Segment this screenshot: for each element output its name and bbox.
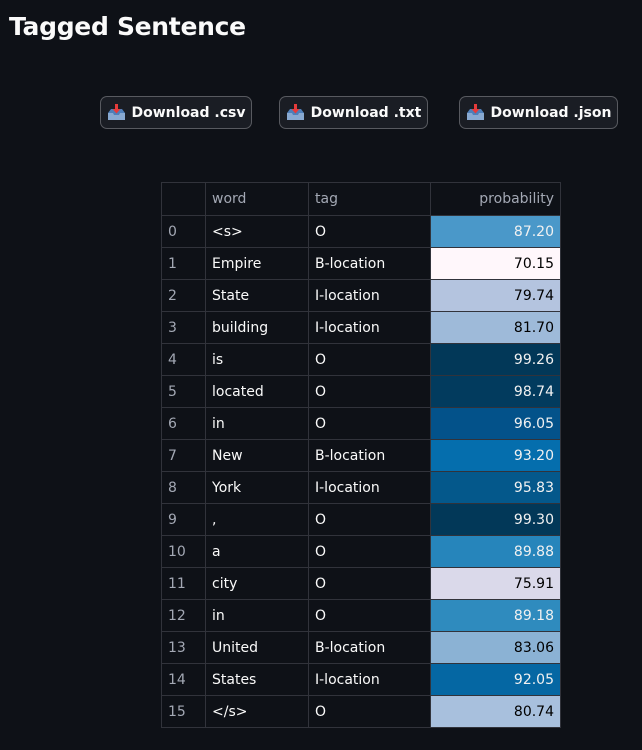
- download-txt-label: Download .txt: [310, 104, 422, 121]
- probability-cell[interactable]: 89.18: [430, 599, 561, 632]
- word-cell[interactable]: United: [205, 631, 309, 664]
- column-header-tag[interactable]: tag: [308, 182, 431, 216]
- tag-cell[interactable]: O: [308, 503, 431, 536]
- probability-cell[interactable]: 95.83: [430, 471, 561, 504]
- download-json-label: Download .json: [490, 104, 612, 121]
- tag-cell[interactable]: O: [308, 695, 431, 728]
- probability-cell[interactable]: 99.26: [430, 343, 561, 376]
- tag-cell[interactable]: B-location: [308, 631, 431, 664]
- table-row: 11 city O 75.91: [161, 567, 561, 600]
- download-csv-button[interactable]: Download .csv: [100, 96, 252, 129]
- table-body: 0 <s> O 87.20 1 Empire B-location 70.15 2 State I-…: [161, 215, 561, 728]
- probability-cell[interactable]: 79.74: [430, 279, 561, 312]
- table-row: 10 a O 89.88: [161, 535, 561, 568]
- row-index-cell[interactable]: 2: [161, 279, 206, 312]
- probability-cell[interactable]: 75.91: [430, 567, 561, 600]
- tag-cell[interactable]: B-location: [308, 439, 431, 472]
- table-row: 8 York I-location 95.83: [161, 471, 561, 504]
- download-json-button[interactable]: Download .json: [459, 96, 618, 129]
- table-row: 2 State I-location 79.74: [161, 279, 561, 312]
- probability-cell[interactable]: 96.05: [430, 407, 561, 440]
- table-row: 7 New B-location 93.20: [161, 439, 561, 472]
- table-row: 12 in O 89.18: [161, 599, 561, 632]
- row-index-cell[interactable]: 4: [161, 343, 206, 376]
- table-row: 9, O 99.30: [161, 503, 561, 536]
- probability-cell[interactable]: 87.20: [430, 215, 561, 248]
- tag-cell[interactable]: O: [308, 375, 431, 408]
- row-index-cell[interactable]: 12: [161, 599, 206, 632]
- probability-cell[interactable]: 98.74: [430, 375, 561, 408]
- row-index-cell[interactable]: 10: [161, 535, 206, 568]
- tagged-sentence-table[interactable]: word tag probability 0 <s> O 87.20 1 Empire B-…: [161, 182, 561, 728]
- probability-cell[interactable]: 81.70: [430, 311, 561, 344]
- table-row: 4 is O 99.26: [161, 343, 561, 376]
- inbox-tray-icon: [286, 104, 305, 121]
- table-header-row: word tag probability: [161, 182, 561, 216]
- column-header-word[interactable]: word: [205, 182, 309, 216]
- tag-cell[interactable]: O: [308, 599, 431, 632]
- table-row: 5 located O 98.74: [161, 375, 561, 408]
- tag-cell[interactable]: O: [308, 215, 431, 248]
- word-cell[interactable]: in: [205, 407, 309, 440]
- tag-cell[interactable]: I-location: [308, 311, 431, 344]
- row-index-cell[interactable]: 15: [161, 695, 206, 728]
- table-row: 6 in O 96.05: [161, 407, 561, 440]
- row-index-cell[interactable]: 1: [161, 247, 206, 280]
- table-row: 15 </s> O 80.74: [161, 695, 561, 728]
- column-header-index[interactable]: [161, 182, 206, 216]
- probability-cell[interactable]: 92.05: [430, 663, 561, 696]
- word-cell[interactable]: ,: [205, 503, 309, 536]
- table-row: 14 States I-location 92.05: [161, 663, 561, 696]
- row-index-cell[interactable]: 3: [161, 311, 206, 344]
- word-cell[interactable]: York: [205, 471, 309, 504]
- word-cell[interactable]: building: [205, 311, 309, 344]
- table-row: 1 Empire B-location 70.15: [161, 247, 561, 280]
- page-title: Tagged Sentence: [9, 12, 246, 41]
- word-cell[interactable]: in: [205, 599, 309, 632]
- word-cell[interactable]: <s>: [205, 215, 309, 248]
- word-cell[interactable]: city: [205, 567, 309, 600]
- row-index-cell[interactable]: 9: [161, 503, 206, 536]
- probability-cell[interactable]: 89.88: [430, 535, 561, 568]
- download-txt-button[interactable]: Download .txt: [279, 96, 428, 129]
- tag-cell[interactable]: B-location: [308, 247, 431, 280]
- row-index-cell[interactable]: 6: [161, 407, 206, 440]
- row-index-cell[interactable]: 8: [161, 471, 206, 504]
- inbox-tray-icon: [107, 104, 126, 121]
- column-header-probability[interactable]: probability: [430, 182, 561, 216]
- inbox-tray-icon: [466, 104, 485, 121]
- tag-cell[interactable]: I-location: [308, 279, 431, 312]
- tag-cell[interactable]: O: [308, 535, 431, 568]
- row-index-cell[interactable]: 14: [161, 663, 206, 696]
- probability-cell[interactable]: 70.15: [430, 247, 561, 280]
- tag-cell[interactable]: O: [308, 343, 431, 376]
- download-csv-label: Download .csv: [131, 104, 246, 121]
- probability-cell[interactable]: 80.74: [430, 695, 561, 728]
- row-index-cell[interactable]: 11: [161, 567, 206, 600]
- tag-cell[interactable]: I-location: [308, 471, 431, 504]
- word-cell[interactable]: </s>: [205, 695, 309, 728]
- word-cell[interactable]: is: [205, 343, 309, 376]
- row-index-cell[interactable]: 0: [161, 215, 206, 248]
- word-cell[interactable]: a: [205, 535, 309, 568]
- probability-cell[interactable]: 99.30: [430, 503, 561, 536]
- row-index-cell[interactable]: 13: [161, 631, 206, 664]
- row-index-cell[interactable]: 7: [161, 439, 206, 472]
- probability-cell[interactable]: 83.06: [430, 631, 561, 664]
- table-row: 0 <s> O 87.20: [161, 215, 561, 248]
- probability-cell[interactable]: 93.20: [430, 439, 561, 472]
- word-cell[interactable]: States: [205, 663, 309, 696]
- word-cell[interactable]: New: [205, 439, 309, 472]
- tag-cell[interactable]: O: [308, 407, 431, 440]
- word-cell[interactable]: Empire: [205, 247, 309, 280]
- word-cell[interactable]: State: [205, 279, 309, 312]
- tag-cell[interactable]: I-location: [308, 663, 431, 696]
- table-row: 3 building I-location 81.70: [161, 311, 561, 344]
- row-index-cell[interactable]: 5: [161, 375, 206, 408]
- word-cell[interactable]: located: [205, 375, 309, 408]
- table-row: 13 United B-location 83.06: [161, 631, 561, 664]
- tag-cell[interactable]: O: [308, 567, 431, 600]
